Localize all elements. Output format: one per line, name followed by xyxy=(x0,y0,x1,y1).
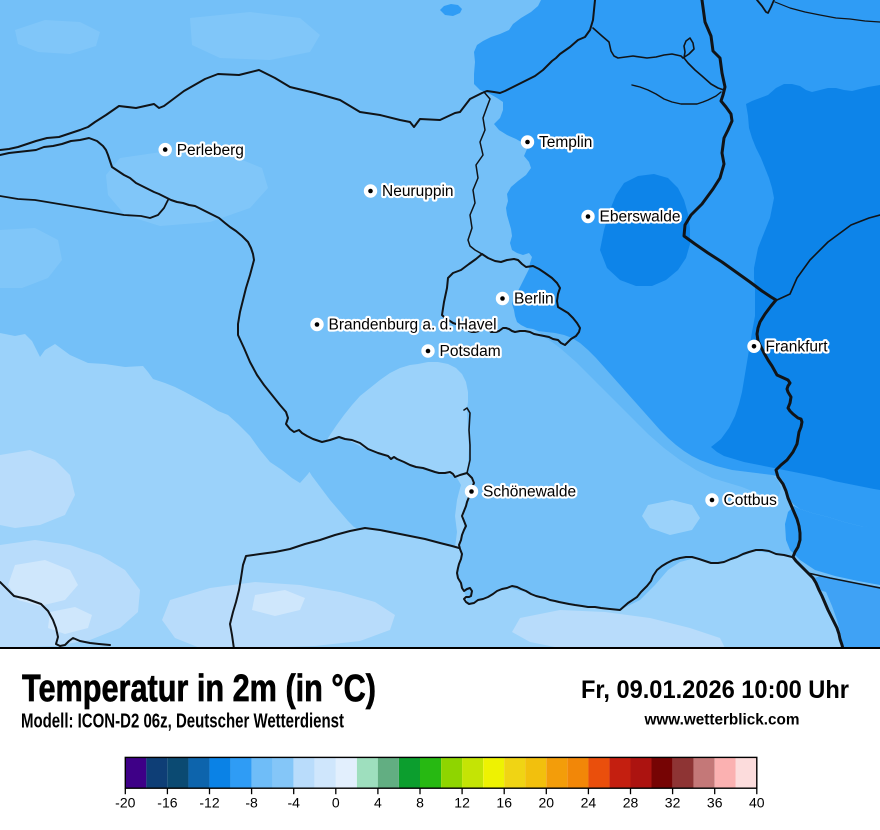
svg-text:-12: -12 xyxy=(199,795,219,811)
svg-text:Frankfurt: Frankfurt xyxy=(766,339,829,356)
svg-text:Modell: ICON-D2 06z, Deutscher: Modell: ICON-D2 06z, Deutscher Wetterdie… xyxy=(21,711,344,733)
svg-text:Eberswalde: Eberswalde xyxy=(600,209,681,226)
svg-text:40: 40 xyxy=(749,795,765,811)
svg-text:Perleberg: Perleberg xyxy=(177,142,244,159)
svg-text:Brandenburg a. d. Havel: Brandenburg a. d. Havel xyxy=(329,317,497,334)
svg-text:8: 8 xyxy=(416,795,424,811)
svg-text:32: 32 xyxy=(665,795,681,811)
svg-text:24: 24 xyxy=(581,795,597,811)
svg-text:www.wetterblick.com: www.wetterblick.com xyxy=(644,712,800,729)
svg-text:Fr, 09.01.2026 10:00 Uhr: Fr, 09.01.2026 10:00 Uhr xyxy=(581,676,849,704)
svg-text:-4: -4 xyxy=(287,795,300,811)
svg-text:Temperatur in 2m (in °C): Temperatur in 2m (in °C) xyxy=(22,668,376,710)
svg-text:4: 4 xyxy=(374,795,382,811)
svg-text:12: 12 xyxy=(454,795,470,811)
svg-text:Schönewalde: Schönewalde xyxy=(483,484,576,501)
svg-text:0: 0 xyxy=(332,795,340,811)
svg-text:Neuruppin: Neuruppin xyxy=(382,183,454,200)
svg-text:-8: -8 xyxy=(245,795,258,811)
svg-text:Potsdam: Potsdam xyxy=(440,343,501,360)
svg-text:28: 28 xyxy=(623,795,639,811)
svg-text:-16: -16 xyxy=(157,795,177,811)
svg-text:36: 36 xyxy=(707,795,723,811)
svg-text:20: 20 xyxy=(539,795,555,811)
svg-text:Templin: Templin xyxy=(539,134,592,151)
svg-text:-20: -20 xyxy=(115,795,135,811)
svg-text:16: 16 xyxy=(496,795,512,811)
svg-text:Berlin: Berlin xyxy=(514,291,554,308)
svg-text:Cottbus: Cottbus xyxy=(724,492,778,509)
